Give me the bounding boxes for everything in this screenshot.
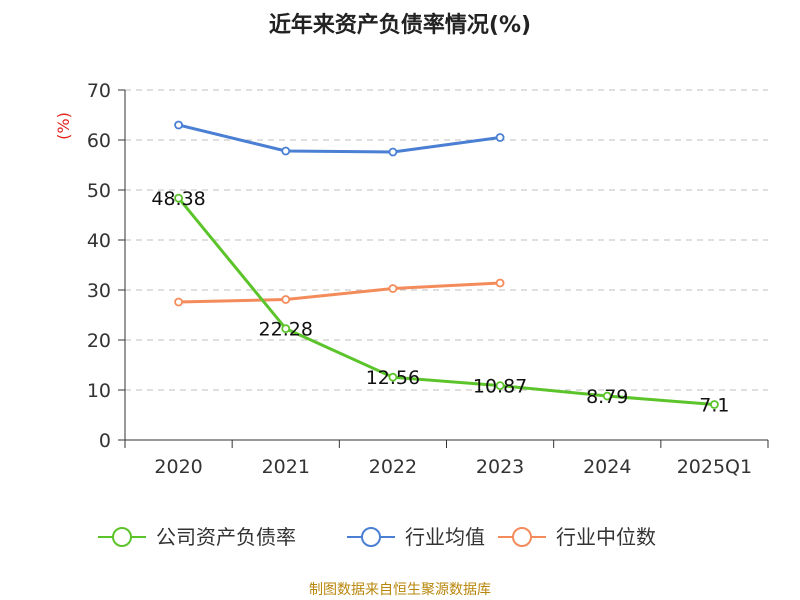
legend-label: 公司资产负债率 <box>156 525 296 549</box>
data-label: 10.87 <box>473 376 527 398</box>
data-label: 22.28 <box>259 319 313 341</box>
data-point <box>174 193 183 203</box>
data-label: 48.38 <box>151 188 205 210</box>
legend: 公司资产负债率 行业均值 行业中位数 <box>98 525 656 549</box>
y-tick-label: 30 <box>87 280 111 302</box>
series-line <box>177 196 716 406</box>
legend-marker <box>112 527 132 547</box>
data-point <box>388 372 398 382</box>
y-tick-label: 0 <box>99 430 111 452</box>
data-point <box>174 120 183 130</box>
legend-label: 行业均值 <box>405 525 485 549</box>
x-tick-label: 2025Q1 <box>677 456 752 478</box>
data-point <box>495 133 505 142</box>
data-label: 7.1 <box>699 395 729 417</box>
x-tick-label: 2020 <box>154 456 202 478</box>
y-tick-label: 10 <box>87 380 111 402</box>
series-line <box>177 281 502 304</box>
data-point <box>495 381 505 391</box>
data-point <box>174 297 183 307</box>
data-point <box>602 391 612 401</box>
source-note: 制图数据来自恒生聚源数据库 <box>309 582 491 598</box>
legend-marker <box>512 527 532 547</box>
data-label: 8.79 <box>586 386 628 408</box>
x-tick-label: 2023 <box>476 456 524 478</box>
data-point <box>281 295 291 304</box>
data-point <box>495 278 505 288</box>
data-point <box>710 400 719 409</box>
data-labels: 48.38 22.28 12.56 10.87 8.79 7.1 <box>151 188 729 416</box>
y-tick-label: 40 <box>87 230 111 252</box>
data-point <box>281 146 291 156</box>
y-tick-label: 50 <box>87 180 111 202</box>
axes: 0 10 20 30 40 50 60 70 2020 2021 2022 2023 2024 2025Q… <box>87 80 769 478</box>
y-axis-label: (%) <box>54 112 73 140</box>
x-tick-label: 2021 <box>262 456 310 478</box>
grid-lines <box>125 89 768 391</box>
x-tick-label: 2024 <box>583 456 631 478</box>
y-tick-label: 70 <box>87 80 111 102</box>
y-tick-label: 20 <box>87 330 111 352</box>
legend-marker <box>361 527 381 547</box>
series-line <box>177 123 502 154</box>
data-point <box>388 284 398 293</box>
x-tick-label: 2022 <box>369 456 417 478</box>
legend-label: 行业中位数 <box>556 525 656 549</box>
series-lines <box>174 120 719 409</box>
data-point <box>281 324 291 334</box>
data-point <box>388 147 398 157</box>
chart-title: 近年来资产负债率情况(%) <box>269 12 531 38</box>
data-label: 12.56 <box>366 367 420 389</box>
y-tick-label: 60 <box>87 130 111 152</box>
